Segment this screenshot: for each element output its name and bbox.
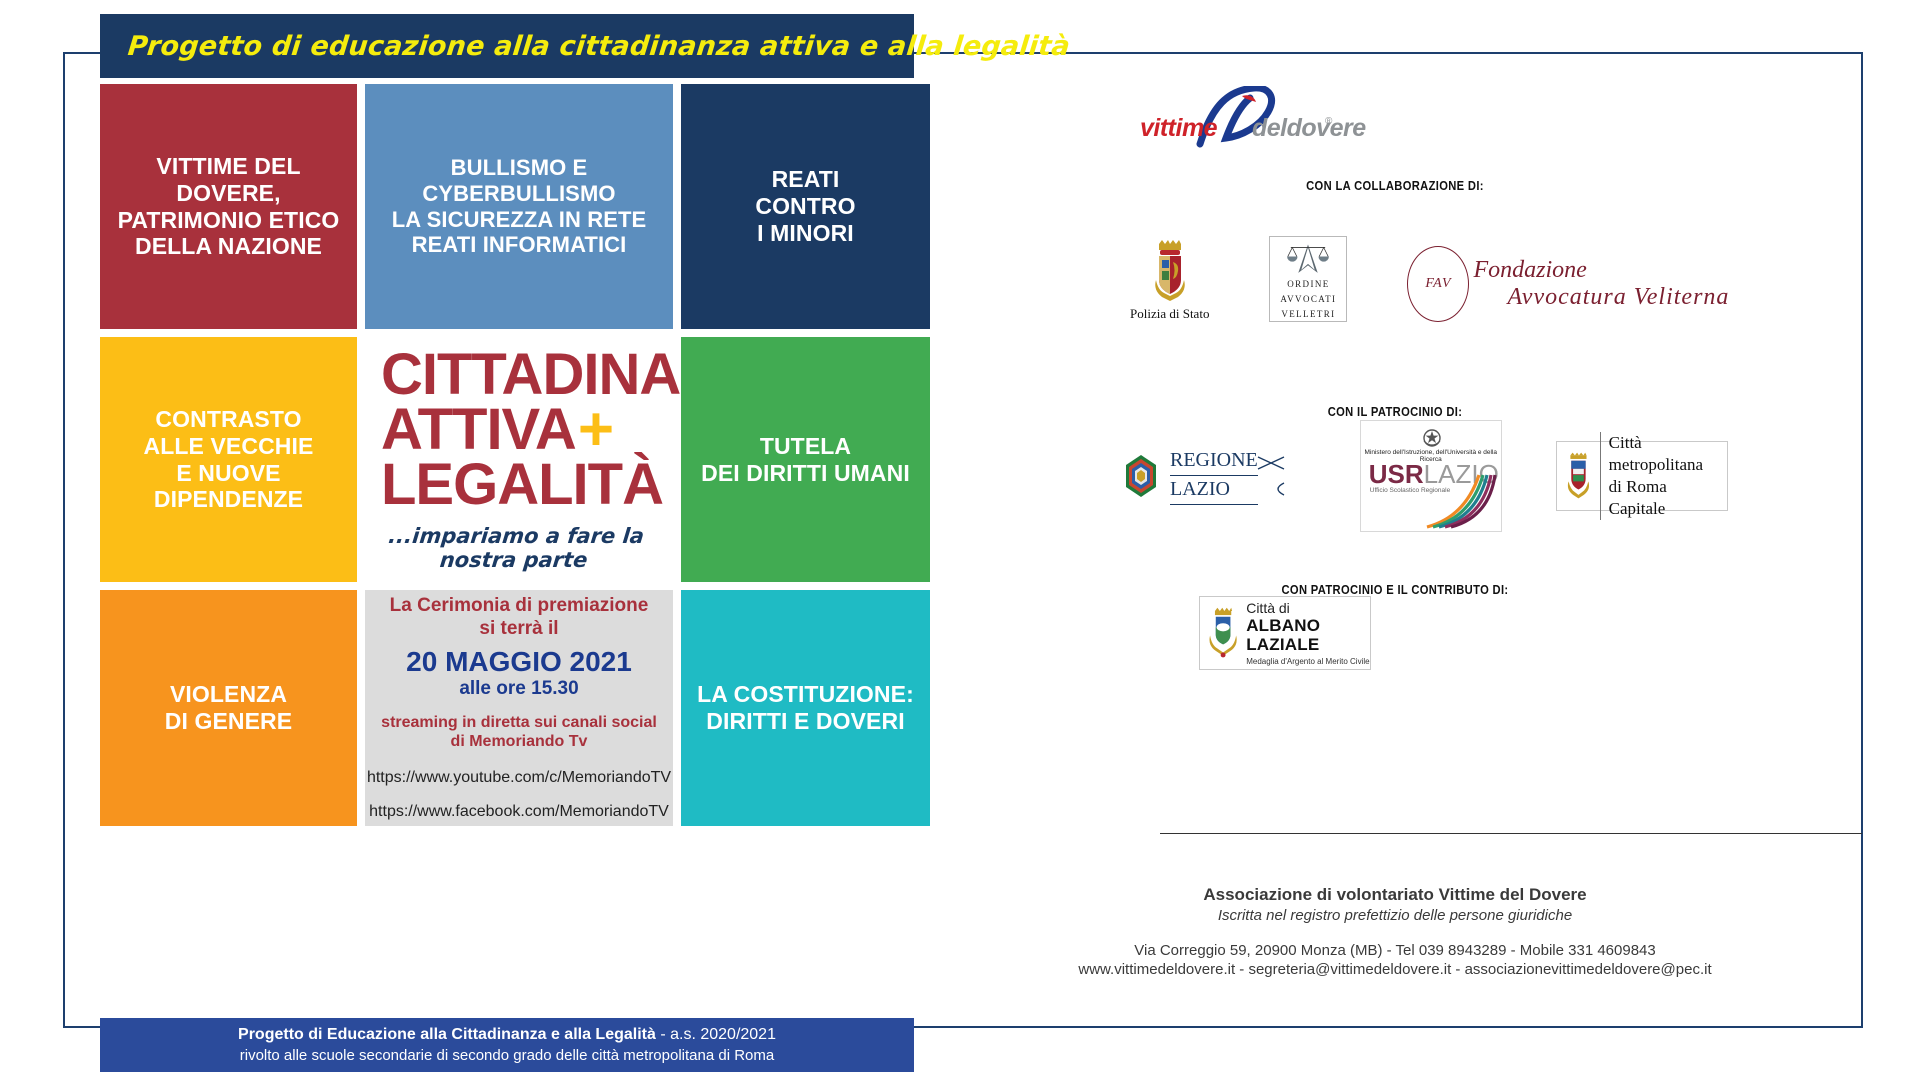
- cittamet-line-1: Città metropolitana: [1608, 432, 1704, 474]
- albano-line-2: ALBANO LAZIALE: [1246, 615, 1321, 655]
- section-label-patrocinio-contributo: CON PATROCINIO E IL CONTRIBUTO DI:: [1281, 582, 1509, 597]
- event-time: alle ore 15.30: [459, 678, 579, 700]
- cell-reati-contro-i-minori[interactable]: REATI CONTRO I MINORI: [681, 84, 930, 329]
- cell-label: BULLISMO E CYBERBULLISMO LA SICUREZZA IN…: [391, 155, 647, 258]
- logo-citta-metropolitana-roma: Città metropolitana di Roma Capitale: [1555, 431, 1728, 521]
- logo-ordine-avvocati-velletri: ORDINE AVVOCATI VELLETRI: [1269, 236, 1348, 322]
- ordine-line-3: VELLETRI: [1281, 308, 1336, 319]
- usr-ribbon-icon: [1426, 474, 1497, 529]
- title-bar: Progetto di educazione alla cittadinanza…: [100, 14, 1072, 78]
- footer-association-name: Associazione di volontariato Vittime del…: [1203, 885, 1587, 904]
- footer-block: Associazione di volontariato Vittime del…: [930, 885, 1860, 978]
- footer-divider: [1160, 833, 1862, 834]
- cell-tutela-diritti-umani[interactable]: TUTELA DEI DIRITTI UMANI: [681, 337, 930, 582]
- cell-contrasto-dipendenze[interactable]: CONTRASTO ALLE VECCHIE E NUOVE DIPENDENZ…: [100, 337, 357, 582]
- repubblica-italiana-emblem-icon: [1423, 429, 1441, 447]
- cell-label: TUTELA DEI DIRITTI UMANI: [701, 432, 910, 486]
- section-label-collaborazione: CON LA COLLABORAZIONE DI:: [1306, 178, 1484, 193]
- logo-line-cittadinanza: CITTADINANZA: [381, 341, 797, 407]
- fav-name: Fondazione Avvocatura Veliterna: [1473, 257, 1729, 311]
- plus-icon: +: [577, 394, 614, 464]
- usr-region: LAZIO: [1423, 459, 1499, 489]
- fav-monogram: FAV: [1425, 276, 1452, 291]
- section-label-patrocinio: CON IL PATROCINIO DI:: [1327, 404, 1463, 419]
- cittamet-text: Città metropolitana di Roma Capitale: [1599, 431, 1727, 521]
- usr-subtitle: Ufficio Scolastico Regionale: [1369, 487, 1451, 494]
- regione-line-1: REGIONE: [1170, 447, 1258, 476]
- albano-laziale-crest-icon: [1209, 607, 1237, 658]
- logo-tagline: ...impariamo a fare la nostra parte: [387, 524, 646, 573]
- usr-ministero-line: Ministero dell'Istruzione, dell'Universi…: [1364, 449, 1498, 463]
- brand-deldovere: deldovere: [1252, 114, 1366, 142]
- cell-bullismo[interactable]: BULLISMO E CYBERBULLISMO LA SICUREZZA IN…: [365, 84, 673, 329]
- footer-address: Via Correggio 59, 20900 Monza (MB) - Tel…: [1134, 942, 1656, 959]
- logo-fondazione-avvocatura-veliterna: FAV Fondazione Avvocatura Veliterna: [1407, 246, 1729, 322]
- logo-usr-lazio: Ministero dell'Istruzione, dell'Universi…: [1359, 420, 1502, 532]
- scales-of-justice-icon: [1287, 244, 1330, 273]
- footer-contacts: www.vittimedeldovere.it - segreteria@vit…: [1078, 961, 1712, 978]
- event-date: 20 MAGGIO 2021: [406, 646, 632, 678]
- youtube-link[interactable]: https://www.youtube.com/c/MemoriandoTV: [366, 768, 672, 786]
- footer-registry-note: Iscritta nel registro prefettizio delle …: [1217, 907, 1573, 924]
- cell-vittime-del-dovere[interactable]: VITTIME DEL DOVERE, PATRIMONIO ETICO DEL…: [100, 84, 357, 329]
- logo-citta-di-albano-laziale: Città di ALBANO LAZIALE Medaglia d'Argen…: [1199, 596, 1371, 670]
- regione-lazio-text: REGIONE LAZIO: [1170, 447, 1258, 505]
- topic-grid: VITTIME DEL DOVERE, PATRIMONIO ETICO DEL…: [100, 84, 930, 1010]
- banner-line-2: rivolto alle scuole secondarie di second…: [239, 1046, 775, 1064]
- logo-line-attiva-row: ATTIVA +: [371, 394, 667, 464]
- fav-line-2: Avvocatura Veliterna: [1507, 284, 1730, 310]
- roma-capitale-crest-icon: [1567, 452, 1589, 499]
- albano-line-3: Medaglia d'Argento al Merito Civile: [1246, 657, 1370, 666]
- cell-label: LA COSTITUZIONE: DIRITTI E DOVERI: [697, 681, 914, 734]
- cittamet-line-2: di Roma Capitale: [1608, 477, 1667, 519]
- vittime-del-dovere-logo: vittime deldovere ®: [1140, 86, 1366, 148]
- polizia-caption: Polizia di Stato: [1130, 306, 1210, 321]
- albano-line-1: Città di: [1246, 599, 1290, 616]
- poster-title: Progetto di educazione alla cittadinanza…: [126, 30, 1072, 62]
- regione-line-2: LAZIO: [1170, 476, 1258, 505]
- cell-label: VITTIME DEL DOVERE, PATRIMONIO ETICO DEL…: [117, 153, 340, 260]
- cell-label: REATI CONTRO I MINORI: [755, 166, 856, 246]
- bottom-banner: Progetto di Educazione alla Cittadinanza…: [100, 1018, 914, 1072]
- ordine-line-2: AVVOCATI: [1280, 293, 1337, 304]
- ordine-line-1: ORDINE: [1287, 278, 1330, 289]
- logo-line-attiva: ATTIVA: [381, 396, 577, 462]
- collaborazione-logo-row: Polizia di Stato ORDINE AVVOCATI VELLETR…: [1130, 236, 1860, 322]
- cell-label: CONTRASTO ALLE VECCHIE E NUOVE DIPENDENZ…: [143, 406, 314, 513]
- cell-violenza-di-genere[interactable]: VIOLENZA DI GENERE: [100, 590, 357, 826]
- banner-line-1: Progetto di Educazione alla Cittadinanza…: [238, 1025, 776, 1046]
- cell-costituzione[interactable]: LA COSTITUZIONE: DIRITTI E DOVERI: [681, 590, 930, 826]
- regione-lazio-chevrons-icon: [1257, 456, 1285, 496]
- event-streaming: streaming in diretta sui canali social d…: [381, 714, 657, 751]
- polizia-crest-icon: [1154, 240, 1185, 301]
- logo-regione-lazio: REGIONE LAZIO: [1120, 447, 1306, 505]
- banner-project-title: Progetto di Educazione alla Cittadinanza…: [238, 1025, 656, 1043]
- banner-school-year: - a.s. 2020/2021: [655, 1025, 776, 1043]
- albano-text: Città di ALBANO LAZIALE Medaglia d'Argen…: [1246, 600, 1370, 666]
- fav-monogram-oval: FAV: [1407, 246, 1470, 322]
- cell-event-details: La Cerimonia di premiazione si terrà il …: [365, 590, 673, 826]
- event-intro: La Cerimonia di premiazione si terrà il: [389, 595, 649, 639]
- contributo-logo-row: Città di ALBANO LAZIALE Medaglia d'Argen…: [1130, 596, 1440, 670]
- usr-wordmark: USRLAZIO: [1369, 459, 1499, 490]
- facebook-link[interactable]: https://www.facebook.com/MemoriandoTV: [369, 802, 669, 820]
- cell-center-logo: CITTADINANZA ATTIVA + LEGALITÀ ...impari…: [365, 337, 797, 582]
- vdd-swoosh-icon: [1196, 86, 1275, 148]
- fav-line-1: Fondazione: [1473, 257, 1587, 283]
- usr-abbr: USR: [1368, 459, 1424, 489]
- logo-line-legalita: LEGALITÀ: [381, 452, 664, 518]
- cell-label: VIOLENZA DI GENERE: [164, 681, 293, 734]
- regione-lazio-crest-icon: [1126, 455, 1156, 497]
- patrocinio-logo-row: REGIONE LAZIO Ministero dell'Istruzione,…: [1120, 420, 1860, 532]
- registered-mark: ®: [1325, 116, 1333, 127]
- brand-vittime: vittime: [1140, 114, 1218, 142]
- logo-polizia-di-stato: Polizia di Stato: [1130, 240, 1209, 322]
